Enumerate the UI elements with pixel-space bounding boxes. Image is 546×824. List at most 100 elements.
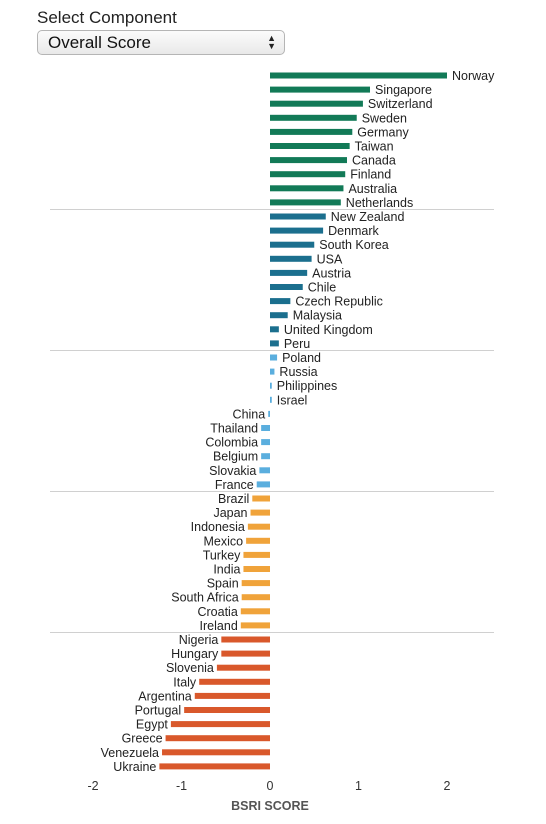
category-label: Portugal	[135, 704, 182, 718]
select-arrows-icon: ▲ ▼	[267, 33, 276, 51]
bar	[221, 636, 270, 643]
category-label: Finland	[350, 168, 391, 182]
bar	[270, 185, 344, 192]
category-label: Greece	[122, 732, 163, 746]
x-tick-label: 0	[267, 779, 274, 793]
bar	[241, 580, 270, 587]
x-tick-label: 2	[444, 779, 451, 793]
x-tick-label: -2	[87, 779, 98, 793]
category-label: Slovakia	[209, 464, 256, 478]
category-label: China	[233, 407, 266, 421]
bar	[165, 735, 270, 742]
bar	[270, 368, 275, 375]
bar	[270, 298, 291, 305]
category-label: Indonesia	[191, 520, 245, 534]
bar	[199, 678, 270, 685]
category-label: Ireland	[200, 619, 238, 633]
category-label: Israel	[277, 393, 308, 407]
category-label: Egypt	[136, 718, 168, 732]
category-label: Spain	[207, 577, 239, 591]
bar	[261, 453, 270, 460]
category-label: Mexico	[204, 534, 244, 548]
category-label: Ukraine	[113, 760, 156, 774]
category-label: Belgium	[213, 450, 258, 464]
category-label: Netherlands	[346, 196, 413, 210]
category-label: Poland	[282, 351, 321, 365]
bar	[170, 721, 270, 728]
bar	[243, 551, 270, 558]
category-label: Argentina	[138, 689, 192, 703]
bar	[270, 114, 357, 121]
category-label: Italy	[173, 675, 197, 689]
bar	[270, 396, 272, 403]
bar	[270, 143, 350, 149]
x-tick-label: -1	[176, 779, 187, 793]
category-label: Austria	[312, 266, 351, 280]
bar	[240, 608, 270, 615]
bar	[270, 241, 315, 248]
category-label: Venezuela	[101, 746, 159, 760]
category-label: Germany	[357, 125, 409, 139]
bar	[270, 227, 324, 234]
bar	[270, 269, 308, 276]
bar	[270, 326, 279, 333]
category-label: Switzerland	[368, 97, 433, 111]
category-label: Canada	[352, 154, 396, 168]
category-label: Chile	[308, 281, 337, 295]
bar	[246, 537, 270, 544]
bar	[270, 382, 272, 389]
category-label: Slovenia	[166, 661, 214, 675]
category-label: Hungary	[171, 647, 219, 661]
bar	[256, 481, 270, 488]
bar	[270, 86, 371, 93]
x-axis-title: BSRI SCORE	[231, 799, 309, 813]
bar	[268, 410, 270, 417]
category-label: South Africa	[171, 591, 238, 605]
category-label: USA	[317, 252, 343, 266]
category-label: Russia	[279, 365, 317, 379]
bar	[261, 439, 270, 446]
bar	[216, 664, 270, 671]
bar	[252, 495, 270, 502]
category-label: United Kingdom	[284, 323, 373, 337]
component-select-value: Overall Score	[48, 33, 151, 52]
bar	[270, 255, 312, 262]
category-label: Peru	[284, 337, 310, 351]
bar	[270, 340, 279, 347]
bar	[247, 523, 270, 530]
category-label: Turkey	[203, 548, 241, 562]
bar	[270, 100, 363, 107]
component-selector-label: Select Component	[37, 8, 177, 27]
bar	[184, 707, 270, 713]
bar	[270, 312, 288, 319]
category-label: Sweden	[362, 111, 407, 125]
category-label: Australia	[348, 182, 397, 196]
component-select[interactable]: Overall Score ▲ ▼	[37, 30, 285, 55]
bar	[270, 157, 347, 164]
category-label: Singapore	[375, 83, 432, 97]
bar	[221, 650, 270, 657]
category-label: Brazil	[218, 492, 249, 506]
category-label: Taiwan	[355, 140, 394, 154]
bar	[240, 622, 270, 629]
category-label: Thailand	[210, 422, 258, 436]
category-label: Japan	[213, 506, 247, 520]
category-label: New Zealand	[331, 210, 405, 224]
bar	[243, 566, 270, 572]
bar	[261, 425, 270, 431]
x-tick-label: 1	[355, 779, 362, 793]
bar	[259, 467, 270, 474]
bar	[241, 594, 270, 601]
category-label: Colombia	[205, 436, 258, 450]
bar	[270, 199, 341, 206]
bar	[159, 763, 270, 770]
category-label: Czech Republic	[295, 295, 383, 309]
category-label: India	[213, 563, 240, 577]
bar	[270, 171, 346, 178]
bar	[270, 72, 447, 79]
bar	[194, 692, 270, 699]
bar	[250, 509, 270, 516]
category-label: Malaysia	[293, 309, 342, 323]
bar	[162, 749, 270, 756]
